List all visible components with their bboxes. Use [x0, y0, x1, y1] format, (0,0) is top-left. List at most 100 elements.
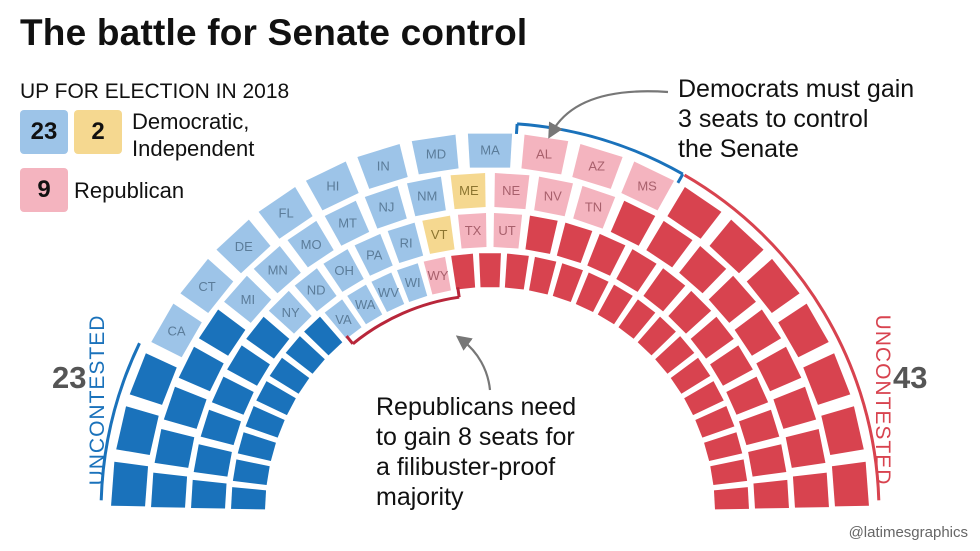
seat-dem-uncontested	[231, 487, 267, 510]
seat-rep-uncontested	[690, 316, 734, 359]
seat-label-ms: MS	[637, 178, 657, 193]
rep-uncontested-bracket	[683, 173, 881, 501]
seat-rep-uncontested	[587, 233, 626, 276]
seat-rep-uncontested	[704, 432, 743, 462]
seat-rep-uncontested	[597, 284, 633, 325]
seat-dem-uncontested	[269, 357, 310, 394]
seat-rep-up	[423, 256, 451, 295]
seat-rep-uncontested	[708, 275, 756, 323]
democrats-annotation: Democrats must gain 3 seats to control t…	[678, 74, 914, 164]
seat-label-ct: CT	[198, 279, 215, 294]
seat-rep-up	[573, 185, 616, 229]
seat-dem-up	[253, 246, 301, 294]
seat-label-nd: ND	[307, 283, 326, 298]
seat-rep-uncontested	[710, 345, 753, 386]
seat-rep-uncontested	[479, 253, 501, 288]
seat-ind-up	[422, 215, 455, 254]
seat-label-wv: WV	[378, 285, 399, 300]
seat-rep-uncontested	[726, 376, 769, 415]
seat-dem-up	[323, 249, 364, 292]
seat-label-ne: NE	[502, 183, 520, 198]
seat-rep-up	[521, 134, 569, 175]
annotation-line: Republicans need	[376, 393, 577, 421]
seat-rep-uncontested	[792, 472, 829, 508]
seat-dem-up	[354, 233, 393, 276]
seat-label-az: AZ	[588, 159, 605, 174]
seat-label-vt: VT	[431, 227, 448, 242]
seat-dem-uncontested	[200, 409, 241, 446]
seat-label-al: AL	[536, 147, 552, 162]
seat-rep-uncontested	[773, 386, 817, 429]
republicans-annotation: Republicans need to gain 8 seats for a f…	[376, 392, 576, 512]
seat-dem-up	[258, 186, 313, 239]
seat-rep-uncontested	[643, 268, 686, 312]
seat-rep-up	[494, 173, 530, 210]
rep-uncontested-count: 43	[893, 360, 928, 395]
seat-rep-uncontested	[556, 222, 593, 263]
seat-dem-up	[287, 220, 334, 268]
seat-dem-uncontested	[111, 461, 149, 507]
seat-dem-up	[180, 258, 234, 313]
credit: @latimesgraphics	[848, 524, 968, 541]
seat-label-ut: UT	[498, 223, 515, 238]
seat-dem-uncontested	[285, 336, 325, 374]
seat-label-me: ME	[459, 183, 479, 198]
seat-rep-uncontested	[616, 249, 657, 292]
seat-dem-up	[294, 268, 337, 312]
seat-dem-uncontested	[116, 406, 159, 455]
seat-label-tx: TX	[465, 223, 482, 238]
seat-label-ma: MA	[480, 143, 500, 158]
seat-label-oh: OH	[334, 263, 354, 278]
seat-label-mt: MT	[338, 216, 357, 231]
republicans-arrow	[455, 335, 492, 391]
seat-rep-uncontested	[670, 357, 711, 394]
seat-rep-uncontested	[575, 272, 609, 312]
seat-dem-uncontested	[191, 479, 227, 509]
dem-uncontested-count: 23	[52, 360, 87, 395]
legend-rep-box: 9	[20, 168, 68, 212]
seat-rep-uncontested	[618, 299, 656, 339]
legend-dem-box: 23	[20, 110, 68, 154]
seat-dem-uncontested	[178, 346, 224, 392]
republicans-gain-bracket-tick	[345, 335, 355, 345]
legend-ind-box: 2	[74, 110, 122, 154]
page-title: The battle for Senate control	[20, 12, 528, 53]
seat-dem-up	[324, 299, 362, 339]
seat-rep-uncontested	[529, 256, 557, 295]
seat-dem-up	[151, 303, 202, 358]
seat-label-tn: TN	[585, 200, 602, 215]
seat-rep-uncontested	[668, 290, 712, 334]
seat-label-pa: PA	[366, 247, 383, 262]
seat-dem-up	[467, 133, 513, 168]
seat-ind-up	[450, 173, 486, 210]
legend-dem-label: Democratic, Independent	[132, 108, 254, 162]
seat-rep-uncontested	[684, 381, 724, 416]
seat-rep-uncontested	[746, 258, 800, 313]
seat-rep-uncontested	[785, 428, 826, 468]
legend-rep-label: Republican	[74, 178, 185, 203]
seat-rep-uncontested	[610, 200, 656, 246]
legend-dem-label-line: Democratic,	[132, 109, 250, 134]
seat-label-nv: NV	[544, 189, 562, 204]
annotation-line: to gain 8 seats for	[376, 423, 575, 451]
seat-rep-uncontested	[655, 336, 695, 374]
seat-dem-uncontested	[304, 316, 343, 356]
seat-rep-up	[457, 213, 487, 249]
annotation-line: Democrats must gain	[678, 75, 915, 103]
seat-rep-uncontested	[667, 186, 722, 239]
seat-rep-uncontested	[831, 461, 869, 507]
seat-dem-uncontested	[232, 459, 270, 486]
dem-uncontested-bracket	[99, 342, 141, 501]
seat-dem-up	[216, 219, 271, 274]
seat-label-mo: MO	[301, 237, 322, 252]
seat-dem-up	[364, 185, 407, 229]
seat-label-ca: CA	[167, 324, 185, 339]
seat-rep-uncontested	[753, 479, 789, 509]
seat-label-wi: WI	[405, 275, 421, 290]
seat-rep-uncontested	[525, 215, 558, 254]
seat-rep-uncontested	[646, 220, 693, 268]
seat-label-de: DE	[235, 239, 253, 254]
seat-dem-up	[224, 275, 272, 323]
seat-rep-up	[572, 143, 623, 189]
